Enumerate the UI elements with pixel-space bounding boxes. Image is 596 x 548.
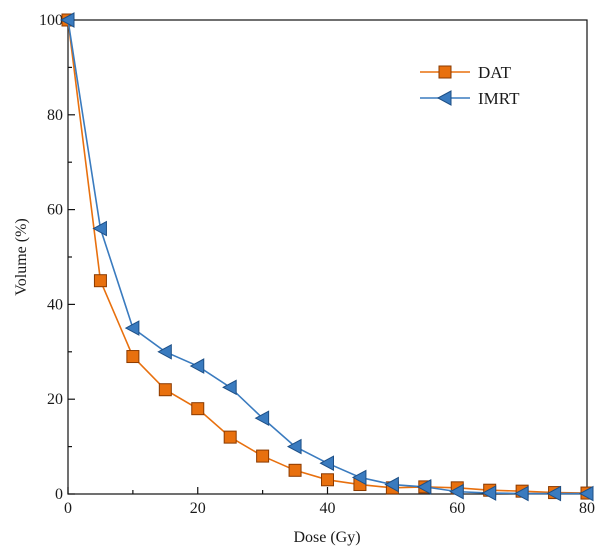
legend: DAT IMRT [420,63,520,108]
x-tick-label: 0 [64,500,72,517]
y-axis-title: Volume (%) [13,218,30,295]
y-tick-label: 40 [47,296,63,313]
data-point-imrt [449,483,464,500]
x-axis-title: Dose (Gy) [293,529,360,546]
y-tick-label: 60 [47,202,63,219]
series-layer [59,12,594,502]
data-point-imrt [546,485,562,502]
x-tick-labels: 0 20 40 60 80 [64,500,595,517]
data-point-imrt [92,220,107,237]
data-point-dat [93,274,107,288]
x-tick-label: 20 [190,500,206,517]
x-tick-label: 60 [449,500,465,517]
data-point-dat [321,473,334,487]
legend-item-dat: DAT [420,63,512,82]
data-point-dat [126,350,140,364]
data-point-dat [288,463,302,477]
y-tick-label: 100 [39,12,63,29]
legend-marker-imrt [436,90,452,106]
data-point-imrt [514,485,529,502]
data-point-imrt [416,479,432,495]
data-point-imrt [222,379,237,396]
data-point-imrt [254,410,270,426]
x-tick-label: 40 [320,500,336,517]
x-tick-label: 80 [579,500,595,517]
data-point-imrt [384,476,399,493]
data-point-imrt [124,320,140,336]
data-point-imrt [481,485,497,501]
data-point-dat [158,383,172,397]
legend-marker-dat [438,65,452,79]
legend-item-imrt: IMRT [420,89,520,108]
data-point-dat [191,402,205,416]
data-point-imrt [319,455,334,472]
legend-label-imrt: IMRT [478,89,520,108]
data-point-imrt [189,358,205,374]
y-tick-labels: 0 20 40 60 80 100 [39,12,63,503]
y-tick-label: 0 [55,486,63,503]
data-point-imrt [287,438,302,455]
series-imrt [59,12,594,502]
y-tick-label: 80 [47,107,63,124]
data-point-imrt [157,343,172,360]
series-dat [61,13,594,500]
data-point-imrt [578,485,594,502]
data-point-imrt [59,12,75,28]
y-tick-label: 20 [47,391,63,408]
data-point-dat [223,430,237,444]
legend-label-dat: DAT [478,63,512,82]
data-point-dat [256,449,270,463]
data-point-imrt [351,469,367,486]
